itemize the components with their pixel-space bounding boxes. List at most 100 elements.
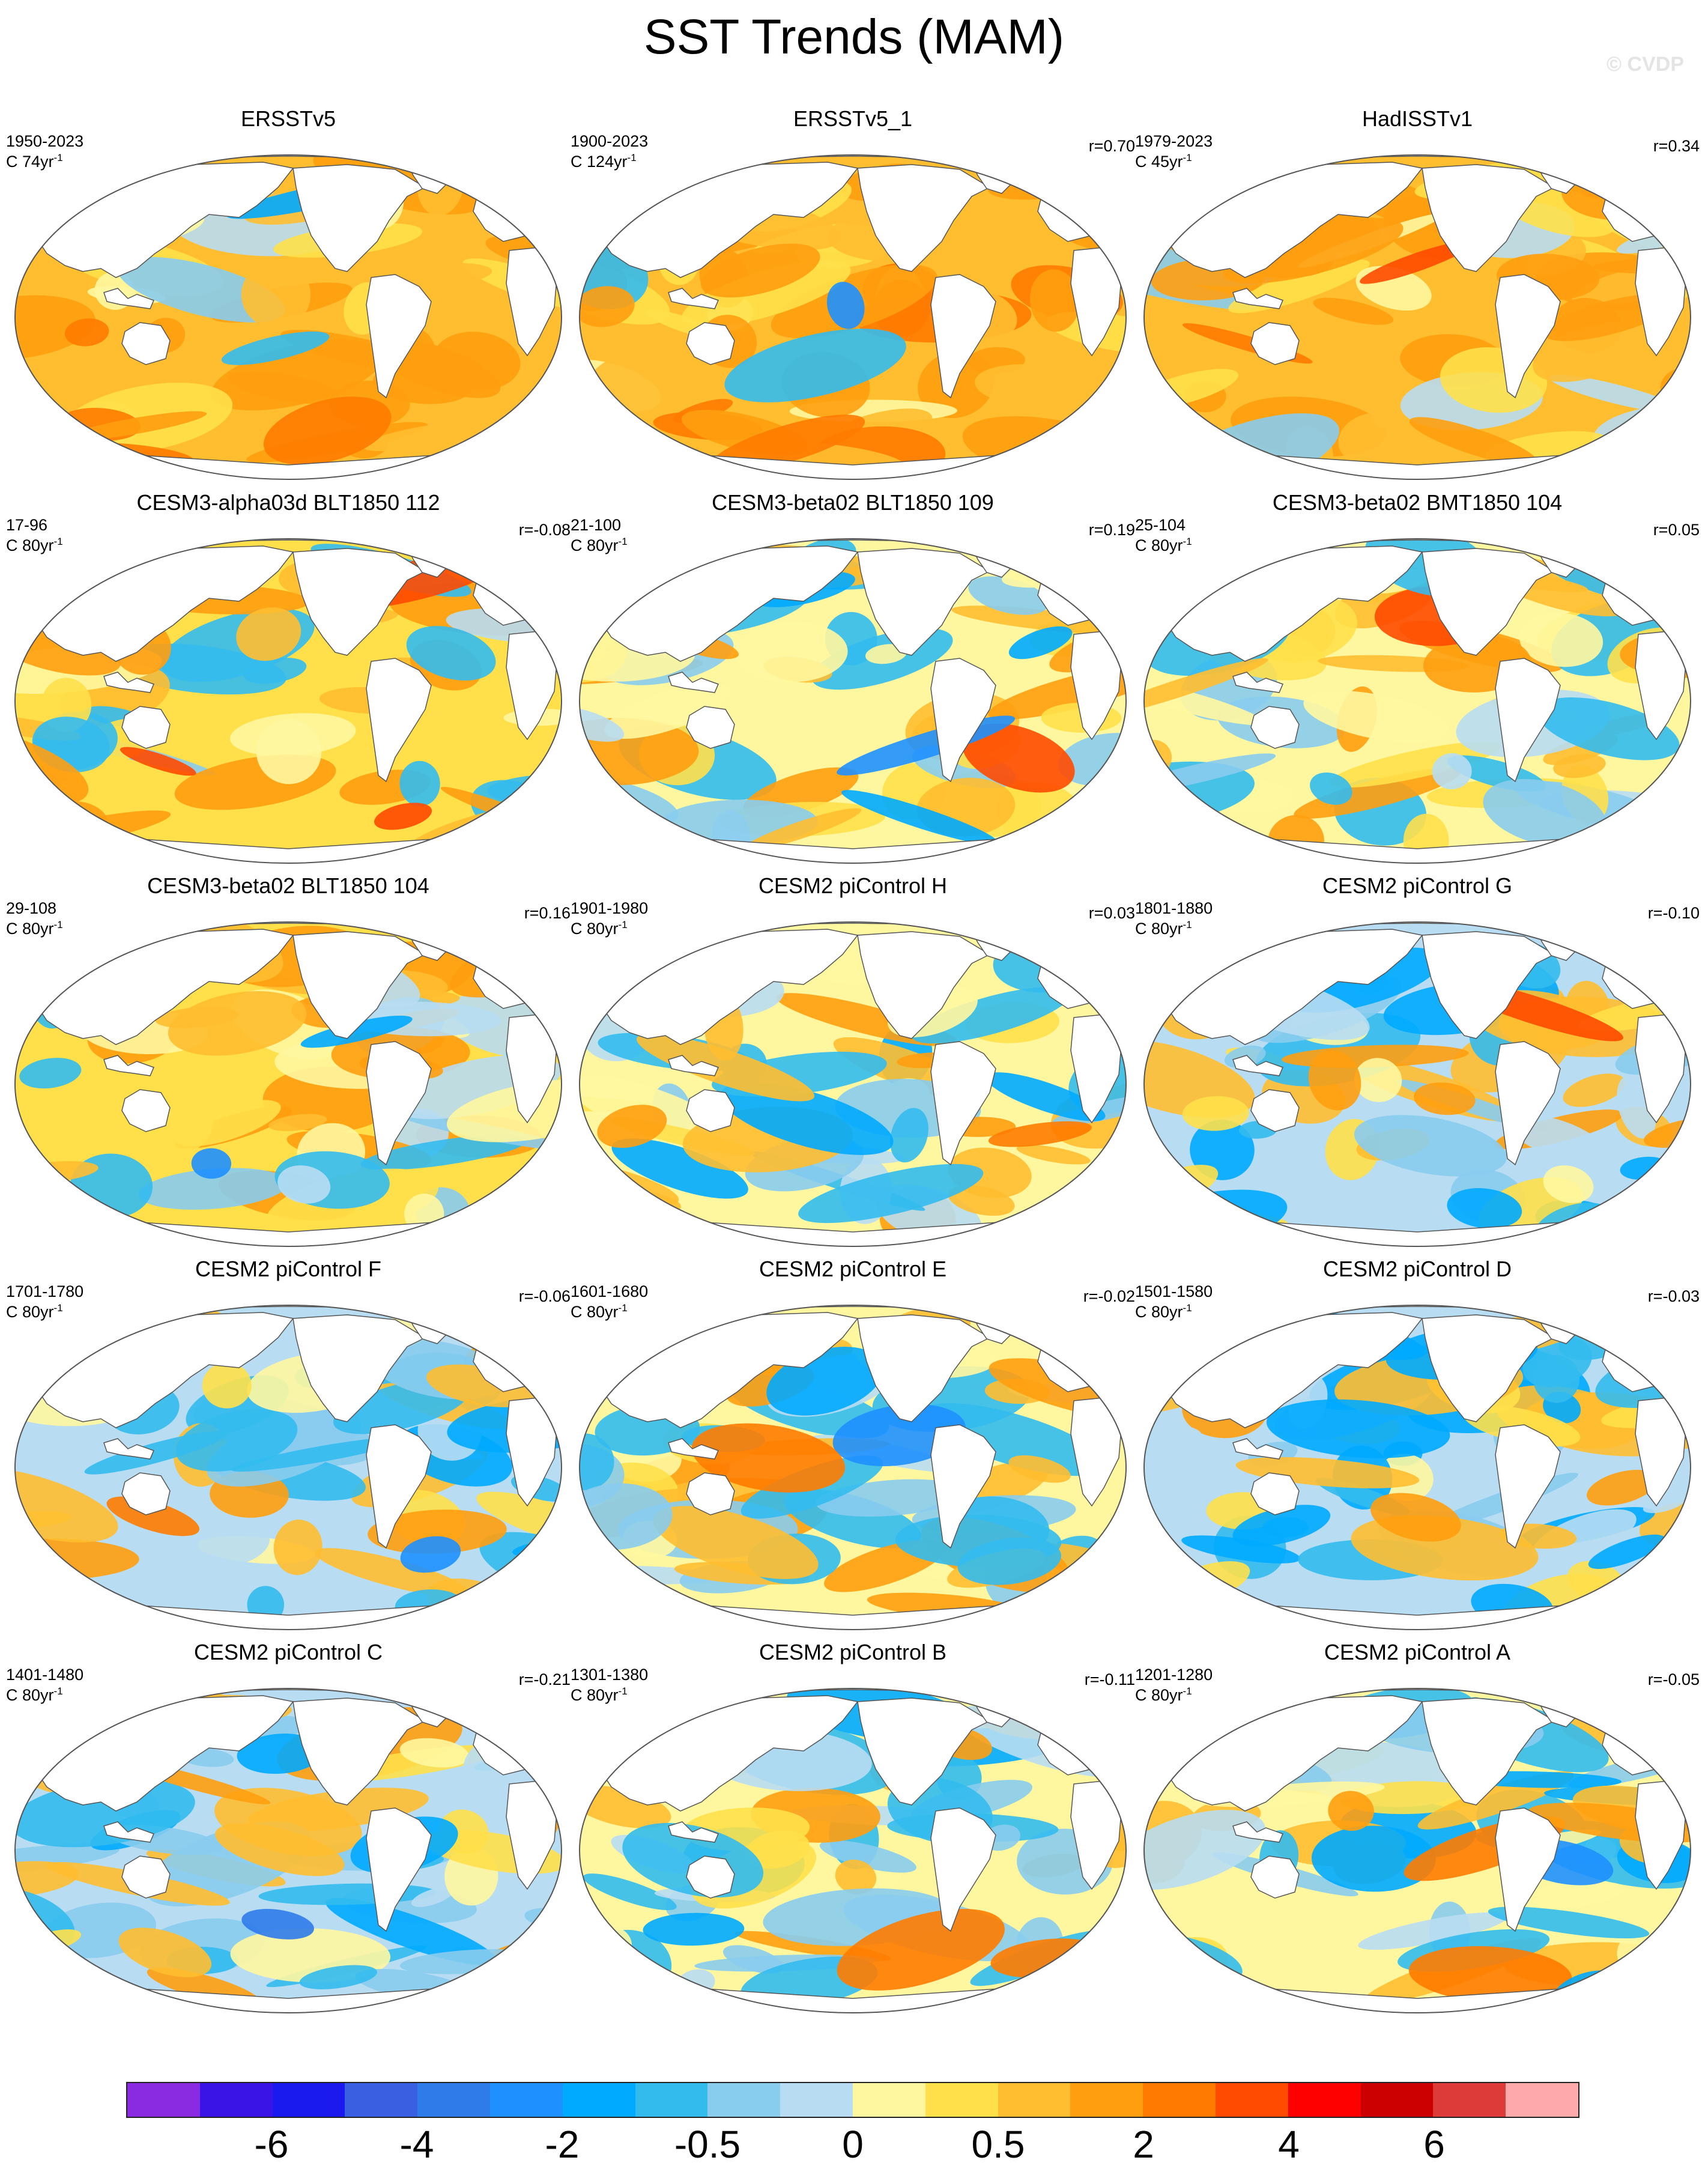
panel-rate: C 80yr-1 [1135,1682,1192,1704]
colorbar-tick-label: 0.5 [971,2123,1025,2166]
sst-anomaly-patch [214,1788,362,1856]
map-panel: ERSSTv5 1950-2023 C 74yr-1 [6,106,571,488]
sst-anomaly-patch [1144,163,1168,197]
south-america-landmass [1495,274,1561,399]
map-outline [1143,1688,1692,2013]
north-america-landmass [292,1314,426,1422]
panel-rate: C 80yr-1 [571,916,628,938]
panel-period: 1501-1580 [1135,1282,1213,1300]
map-outline [578,154,1127,480]
panel-rate-text: C 80yr [6,920,54,938]
sst-anomaly-patch [360,1135,528,1170]
panel-correlation: r=-0.06 [518,1287,571,1305]
colorbar-box [562,2083,635,2117]
sst-anomaly-patch [1310,772,1352,805]
panel-period: 1701-1780 [6,1282,84,1300]
panel-rate-text: C 80yr [1135,1686,1183,1704]
sst-anomaly-patch [1083,1177,1126,1215]
sst-anomaly-patch [1313,297,1394,325]
sst-anomaly-patch [1232,1505,1331,1546]
sst-anomaly-patch [314,1548,470,1597]
panel-rate-text: C 80yr [1135,536,1183,554]
sst-anomaly-patch [15,194,83,220]
sst-anomaly-patch [798,1163,984,1224]
sst-anomaly-patch [643,1913,745,1946]
north-america-landmass [292,931,426,1039]
panel-title: CESM2 piControl F [195,1257,382,1281]
colorbar-tick-label: -4 [399,2123,434,2166]
panel-rate-text: C 80yr [571,1686,619,1704]
panel-rate-text: C 80yr [6,1686,54,1704]
sst-anomaly-patch [336,349,468,381]
colorbar-box [852,2083,925,2117]
colorbar-box [1143,2083,1216,2117]
panel-rate-text: C 80yr [1135,1303,1183,1321]
sst-anomaly-patch [241,1909,314,1940]
panel-period: 1979-2023 [1135,132,1213,150]
sst-anomaly-patch [583,1873,677,1911]
south-america-landmass [930,1807,996,1932]
sst-anomaly-patch [65,411,207,441]
sst-anomaly-patch [1519,613,1604,667]
sst-anomaly-patch [1629,1703,1685,1739]
panel-rate-exponent: -1 [1183,919,1192,930]
colorbar-tick-label: 2 [1133,2123,1154,2166]
sst-trend-map [578,538,1127,864]
colorbar-box [707,2083,781,2117]
sst-anomaly-patch [890,1108,928,1163]
panel-rate-exponent: -1 [53,1685,63,1697]
cvdp-watermark: © CVDP [1607,53,1684,76]
australia-landmass [686,322,735,365]
panel-rate-text: C 45yr [1135,153,1183,171]
maritime-continent [668,672,719,693]
australia-landmass [121,1472,171,1515]
colorbar-box [272,2083,345,2117]
sst-anomaly-patch [1532,1509,1637,1562]
north-america-landmass [1422,931,1555,1039]
sst-anomaly-patch [912,986,1071,1044]
panel-correlation: r=-0.11 [1084,1670,1135,1688]
sst-anomaly-patch [835,1859,877,1894]
map-panel: CESM2 piControl C 1401-1480 C 80yr-1 r=-0.2… [6,1639,571,2021]
sst-anomaly-patch [231,1436,411,1472]
colorbar-tick-label: 4 [1278,2123,1300,2166]
australia-landmass [121,706,171,749]
sst-anomaly-patch [653,1506,819,1579]
map-outline [14,1688,563,2013]
sst-field [580,1305,1126,1630]
colorbar-box [998,2083,1071,2117]
sst-trend-map [14,1305,563,1630]
panel-rate-text: C 80yr [1135,920,1183,938]
panel-rate: C 45yr-1 [1135,149,1192,171]
sst-anomaly-patch [580,804,649,863]
panel-title: CESM3-alpha03d BLT1850 112 [136,490,440,515]
australia-landmass [1250,706,1300,749]
sst-anomaly-patch [506,425,562,468]
sst-anomaly-patch [446,1079,562,1142]
sst-anomaly-patch [1303,690,1449,743]
sst-anomaly-patch [495,1961,558,2009]
sst-anomaly-patch [819,1840,916,1873]
north-america-landmass [857,1314,991,1422]
panel-period: 29-108 [6,899,57,917]
panel-rate: C 80yr-1 [571,1682,628,1704]
sst-trend-map [1143,538,1692,864]
panel-rate-text: C 80yr [6,536,54,554]
sst-anomaly-patch [1533,1354,1580,1403]
sst-anomaly-patch [682,260,851,327]
panel-title: HadISSTv1 [1361,106,1473,131]
panel-correlation: r=-0.03 [1647,1287,1700,1305]
map-outline [1143,538,1692,864]
sst-anomaly-patch [983,206,1045,222]
map-panel: CESM3-beta02 BMT1850 104 25-104 C 80yr-1 r=… [1135,490,1700,872]
australia-landmass [1250,1855,1300,1899]
sst-anomaly-patch [263,396,392,465]
sst-field [1144,922,1691,1246]
sst-anomaly-patch [15,295,95,360]
sst-anomaly-patch [15,181,34,224]
panel-rate: C 80yr-1 [6,916,63,938]
panel-rate-exponent: -1 [53,536,63,547]
sst-anomaly-patch [719,1082,894,1155]
australia-landmass [121,1855,171,1899]
sst-anomaly-patch [120,747,196,776]
